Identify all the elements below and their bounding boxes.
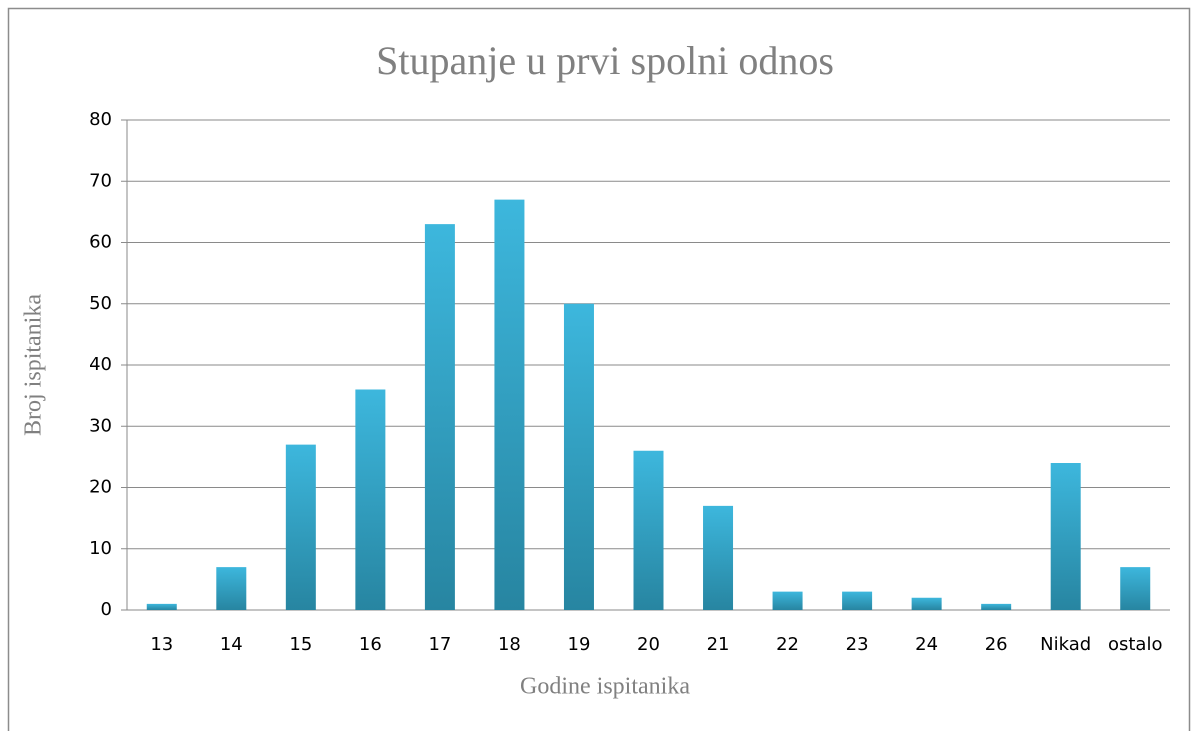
y-tick-label: 20	[89, 477, 112, 498]
x-tick-label: 17	[428, 634, 451, 655]
x-tick-label: 23	[846, 634, 869, 655]
x-tick-label: 16	[359, 634, 382, 655]
x-tick-label: 20	[637, 634, 660, 655]
bar	[981, 603, 1012, 610]
y-tick-label: 10	[89, 538, 112, 559]
y-tick-label: 70	[89, 170, 112, 191]
y-axis-label: Broj ispitanika	[21, 294, 47, 436]
bar	[216, 567, 247, 610]
bar	[1120, 567, 1151, 610]
bar	[633, 450, 664, 610]
y-tick-label: 30	[89, 415, 112, 436]
bar	[703, 505, 734, 610]
x-tick-label: 19	[568, 634, 591, 655]
chart-title: Stupanje u prvi spolni odnos	[376, 38, 834, 83]
x-tick-label: 24	[915, 634, 938, 655]
x-tick-label: 13	[150, 634, 173, 655]
bar	[1050, 463, 1081, 610]
bar	[772, 591, 803, 610]
x-tick-label: 21	[707, 634, 730, 655]
x-tick-label: 22	[776, 634, 799, 655]
y-tick-label: 50	[89, 293, 112, 314]
x-tick-label: 14	[220, 634, 243, 655]
y-tick-label: 80	[89, 109, 112, 130]
bar	[494, 199, 525, 610]
x-tick-label: ostalo	[1108, 634, 1163, 655]
x-tick-label: 26	[985, 634, 1008, 655]
bar	[842, 591, 873, 610]
bar	[146, 603, 177, 610]
bar	[911, 597, 942, 610]
x-axis-label: Godine ispitanika	[520, 674, 690, 700]
bar	[424, 224, 455, 610]
x-tick-label: Nikad	[1040, 634, 1091, 655]
bar	[355, 389, 386, 610]
y-tick-label: 60	[89, 232, 112, 253]
bar	[563, 303, 594, 610]
bar	[285, 444, 316, 610]
chart-border	[7, 7, 1191, 731]
y-tick-label: 40	[89, 354, 112, 375]
x-tick-label: 15	[289, 634, 312, 655]
y-tick-label: 0	[101, 599, 112, 620]
x-tick-label: 18	[498, 634, 521, 655]
